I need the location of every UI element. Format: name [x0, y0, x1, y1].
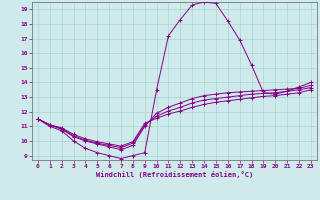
- X-axis label: Windchill (Refroidissement éolien,°C): Windchill (Refroidissement éolien,°C): [96, 171, 253, 178]
